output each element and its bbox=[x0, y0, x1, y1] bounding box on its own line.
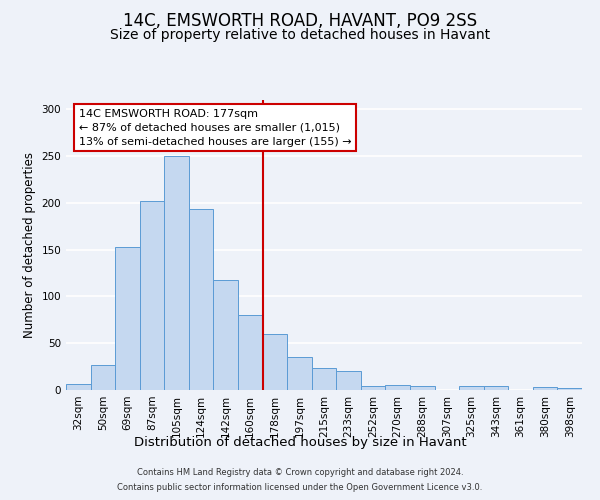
Bar bbox=[385, 386, 410, 390]
Bar bbox=[140, 201, 164, 390]
Bar bbox=[115, 247, 140, 390]
Bar bbox=[238, 315, 263, 390]
Bar bbox=[263, 334, 287, 390]
Bar bbox=[361, 386, 385, 390]
Bar bbox=[533, 387, 557, 390]
Bar bbox=[164, 156, 189, 390]
Text: Contains public sector information licensed under the Open Government Licence v3: Contains public sector information licen… bbox=[118, 483, 482, 492]
Text: Distribution of detached houses by size in Havant: Distribution of detached houses by size … bbox=[134, 436, 466, 449]
Text: Contains HM Land Registry data © Crown copyright and database right 2024.: Contains HM Land Registry data © Crown c… bbox=[137, 468, 463, 477]
Bar bbox=[91, 364, 115, 390]
Bar bbox=[287, 358, 312, 390]
Bar bbox=[459, 386, 484, 390]
Bar bbox=[312, 368, 336, 390]
Text: 14C, EMSWORTH ROAD, HAVANT, PO9 2SS: 14C, EMSWORTH ROAD, HAVANT, PO9 2SS bbox=[123, 12, 477, 30]
Y-axis label: Number of detached properties: Number of detached properties bbox=[23, 152, 36, 338]
Bar bbox=[557, 388, 582, 390]
Bar bbox=[189, 210, 214, 390]
Text: Size of property relative to detached houses in Havant: Size of property relative to detached ho… bbox=[110, 28, 490, 42]
Bar bbox=[214, 280, 238, 390]
Bar bbox=[410, 386, 434, 390]
Bar bbox=[484, 386, 508, 390]
Bar bbox=[66, 384, 91, 390]
Bar bbox=[336, 372, 361, 390]
Text: 14C EMSWORTH ROAD: 177sqm
← 87% of detached houses are smaller (1,015)
13% of se: 14C EMSWORTH ROAD: 177sqm ← 87% of detac… bbox=[79, 108, 352, 146]
